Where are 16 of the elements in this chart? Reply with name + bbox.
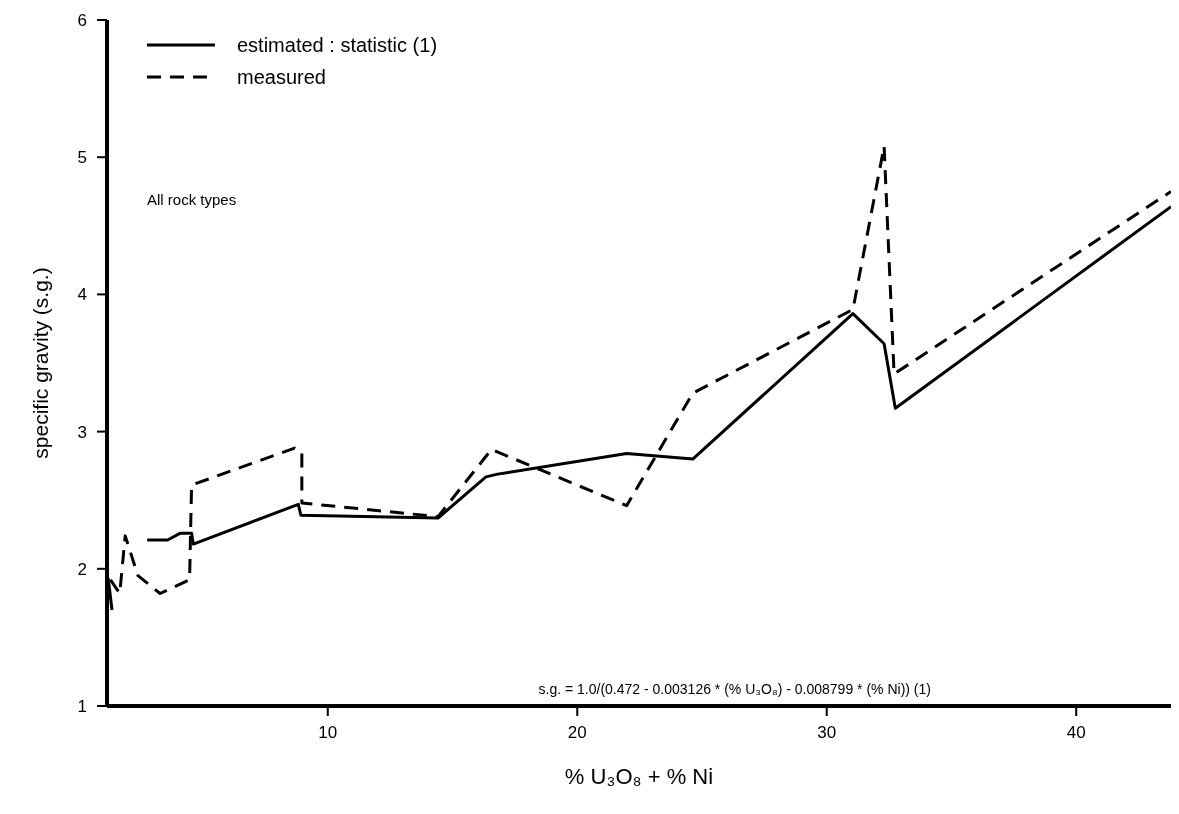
y-tick-label: 1 xyxy=(77,697,87,716)
y-tick-label: 6 xyxy=(77,11,87,30)
x-tick-label: 30 xyxy=(817,723,837,742)
y-tick-label: 4 xyxy=(77,285,87,305)
annotation: All rock types xyxy=(147,191,237,208)
x-axis-title: % U₃O₈ + % Ni xyxy=(564,764,714,789)
x-tick-label: 10 xyxy=(318,723,338,742)
x-tick-label: 40 xyxy=(1066,723,1086,742)
legend-label: estimated : statistic (1) xyxy=(237,34,438,56)
y-tick-label: 2 xyxy=(77,559,87,579)
legend-label: measured xyxy=(237,66,326,88)
y-tick-label: 5 xyxy=(77,148,87,168)
y-axis-title: specific gravity (s.g.) xyxy=(29,267,52,459)
y-tick-label: 3 xyxy=(77,422,87,442)
x-tick-label: 20 xyxy=(567,723,587,742)
annotation: s.g. = 1.0/(0.472 - 0.003126 * (% U₃O₈) - 0.008799 * (% Ni)) (1) xyxy=(538,681,931,697)
